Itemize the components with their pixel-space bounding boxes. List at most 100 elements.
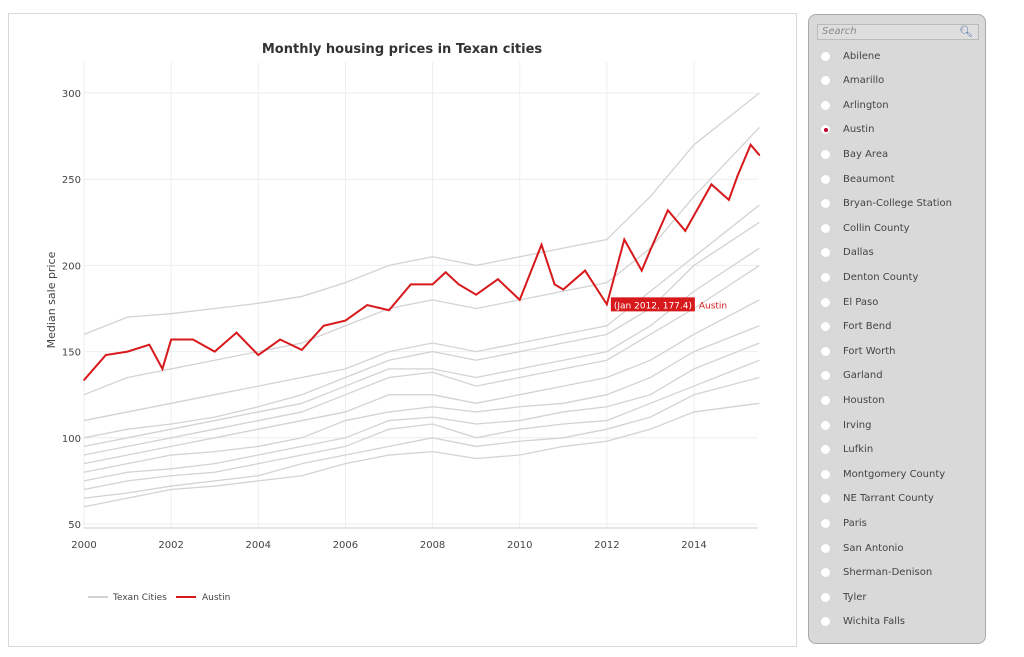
city-option[interactable]: Beaumont (821, 169, 895, 189)
y-tick-label: 50 (68, 520, 81, 531)
search-placeholder: Search (822, 26, 857, 37)
texan-city-line (83, 342, 760, 482)
city-option[interactable]: Amarillo (821, 71, 884, 91)
city-option[interactable]: Fort Worth (821, 341, 896, 361)
city-option[interactable]: Bay Area (821, 144, 888, 164)
austin-point (431, 283, 434, 286)
city-option[interactable]: Irving (821, 415, 871, 435)
chart-panel (8, 13, 797, 647)
city-option[interactable]: Sherman-Denison (821, 563, 932, 583)
radio-button[interactable] (821, 445, 830, 455)
city-option[interactable]: Garland (821, 366, 883, 386)
x-tick-label: 2004 (246, 540, 271, 551)
radio-button[interactable] (821, 76, 830, 86)
austin-point (366, 304, 369, 306)
radio-button[interactable] (821, 248, 830, 258)
city-option[interactable]: Wichita Falls (821, 612, 905, 632)
radio-button[interactable] (821, 518, 830, 528)
radio-button[interactable] (821, 346, 830, 356)
city-option[interactable]: Collin County (821, 218, 910, 238)
search-input[interactable]: Search 🔍︎ (817, 24, 979, 40)
texan-city-line (83, 92, 760, 335)
city-option[interactable]: Bryan-College Station (821, 194, 952, 214)
y-tick-label: 300 (62, 89, 81, 100)
radio-button[interactable] (821, 272, 830, 282)
radio-button[interactable] (821, 100, 830, 110)
city-option[interactable]: NE Tarrant County (821, 489, 934, 509)
radio-button[interactable] (821, 395, 830, 405)
texan-city-line (83, 299, 760, 465)
austin-point (693, 214, 695, 217)
city-option[interactable]: Houston (821, 390, 885, 410)
radio-button[interactable] (821, 297, 830, 307)
search-icon[interactable]: 🔍︎ (959, 25, 973, 38)
austin-point (301, 349, 303, 351)
radio-button[interactable] (821, 617, 830, 627)
radio-button[interactable] (821, 223, 830, 233)
austin-point (457, 283, 460, 286)
tooltip-text: (Jan 2012, 177.4) (614, 301, 692, 311)
austin-point (562, 288, 565, 291)
radio-button[interactable] (821, 592, 830, 602)
city-option[interactable]: Arlington (821, 95, 889, 115)
city-option-label: Montgomery County (843, 468, 946, 480)
austin-point (444, 271, 447, 274)
texan-city-line (83, 127, 760, 396)
x-tick-label: 2010 (507, 540, 532, 551)
radio-button[interactable] (821, 494, 830, 504)
tooltip-box (610, 297, 695, 312)
austin-point (606, 303, 608, 306)
city-option-label: Amarillo (843, 75, 885, 87)
city-option[interactable]: Abilene (821, 46, 880, 66)
city-option[interactable]: San Antonio (821, 538, 903, 558)
city-option-label: Bay Area (843, 148, 889, 160)
city-option-label: San Antonio (843, 542, 904, 554)
y-axis-label: Median sale price (45, 251, 58, 348)
radio-button[interactable] (821, 51, 830, 61)
austin-point (409, 283, 412, 286)
city-option[interactable]: Denton County (821, 267, 918, 287)
city-option-label: Fort Worth (843, 345, 896, 357)
austin-point (161, 368, 164, 370)
texan-city-line (83, 247, 760, 448)
city-option-label: Sherman-Denison (843, 567, 933, 579)
texan-city-line (83, 204, 760, 422)
city-option-label: Bryan-College Station (843, 198, 953, 210)
city-option-label: Tyler (843, 591, 867, 603)
austin-point (213, 350, 216, 353)
austin-point (322, 324, 325, 327)
radio-button[interactable] (821, 199, 830, 209)
austin-point (475, 293, 477, 296)
city-option[interactable]: El Paso (821, 292, 878, 312)
city-option[interactable]: Montgomery County (821, 464, 945, 484)
austin-point (279, 338, 281, 341)
city-option[interactable]: Austin (821, 120, 874, 140)
austin-point (623, 238, 626, 241)
austin-point (640, 269, 643, 272)
texan-city-line (83, 402, 760, 508)
city-option-label: Denton County (843, 271, 919, 283)
city-option[interactable]: Dallas (821, 243, 874, 263)
radio-button[interactable] (821, 371, 830, 381)
texan-city-line (83, 221, 760, 439)
city-option[interactable]: Tyler (821, 587, 867, 607)
city-option[interactable]: Lufkin (821, 440, 873, 460)
x-tick-label: 2006 (333, 540, 358, 551)
radio-button[interactable] (821, 469, 830, 479)
radio-button[interactable] (821, 322, 830, 332)
austin-point (170, 338, 172, 341)
y-tick-label: 100 (62, 434, 81, 445)
radio-button[interactable] (821, 543, 830, 553)
austin-point (388, 309, 390, 312)
city-selector: Search 🔍︎ Abilene Amarillo Arlington Austin… (808, 14, 986, 644)
radio-button[interactable] (821, 420, 830, 430)
radio-button[interactable] (821, 568, 830, 578)
radio-button[interactable] (821, 125, 830, 135)
city-option[interactable]: Fort Bend (821, 317, 891, 337)
radio-button[interactable] (821, 174, 830, 184)
city-option[interactable]: Paris (821, 513, 867, 533)
line-chart: Monthly housing prices in Texan cities 50… (45, 42, 761, 603)
city-option-label: Dallas (843, 247, 874, 259)
radio-button[interactable] (821, 149, 830, 159)
austin-point (736, 174, 739, 177)
